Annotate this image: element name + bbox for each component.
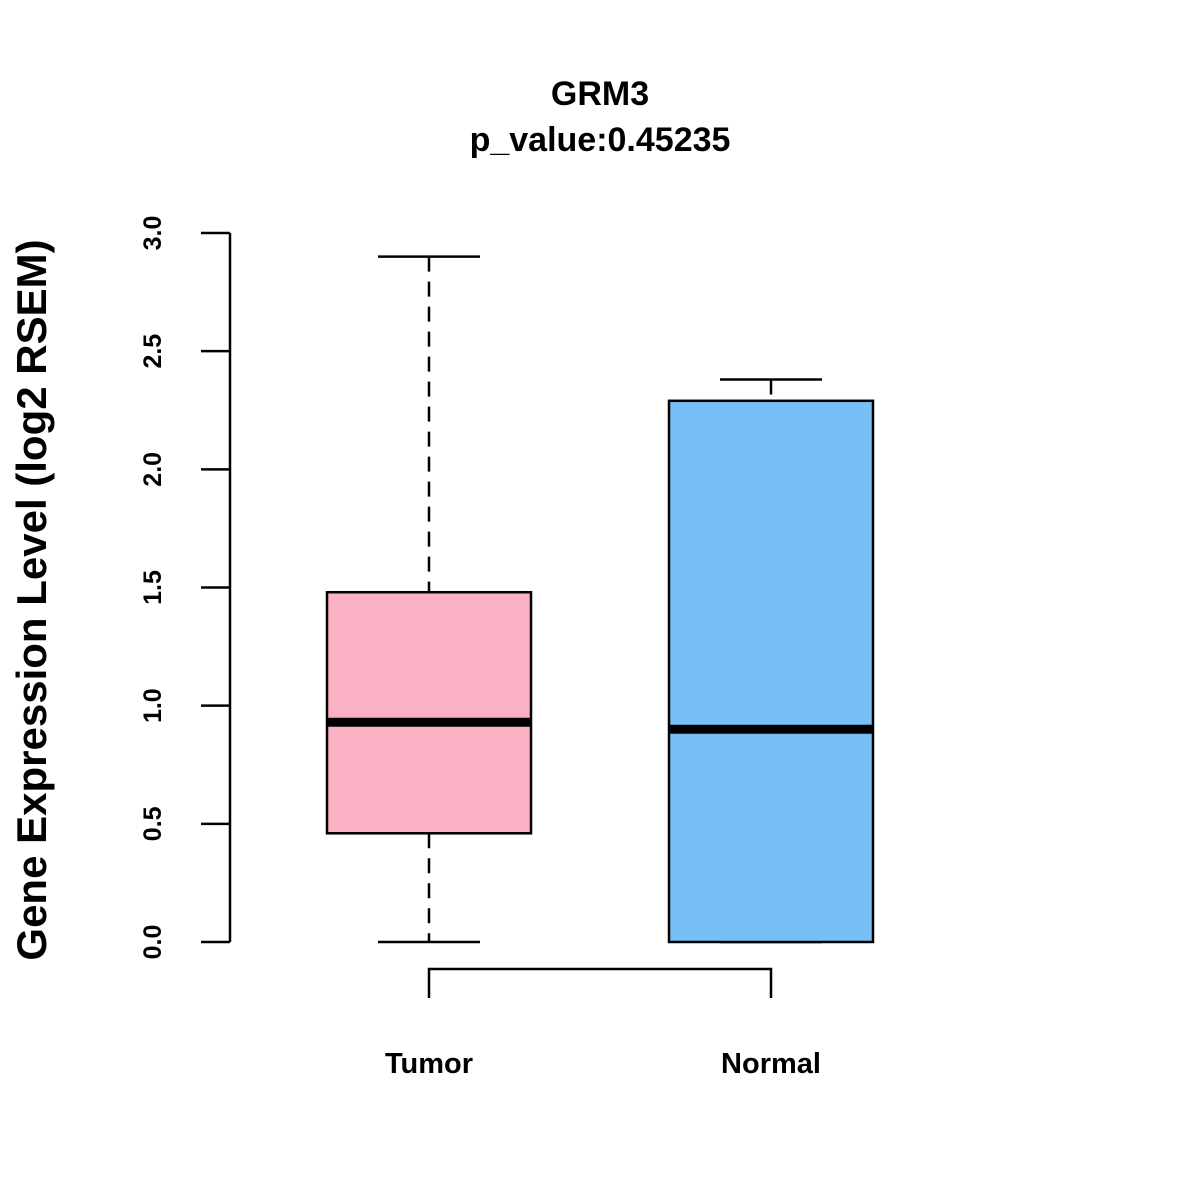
y-axis-label: Gene Expression Level (log2 RSEM)	[8, 239, 55, 960]
bracket-line	[427, 967, 773, 998]
chart-title: GRM3	[551, 75, 649, 113]
box-tumor	[325, 255, 533, 944]
y-tick-label: 2.5	[139, 334, 167, 369]
y-axis-ticks: 0.0 0.5 1.0 1.5 2.0 2.5 3.0	[139, 216, 230, 960]
box-iqr	[325, 590, 533, 835]
box-iqr	[667, 399, 875, 944]
y-tick-label: 0.5	[139, 806, 167, 841]
y-tick-label: 1.0	[139, 688, 167, 723]
category-label-tumor: Tumor	[385, 1048, 473, 1080]
comparison-bracket	[427, 967, 773, 998]
box-normal	[667, 378, 875, 944]
category-labels: Tumor Normal	[385, 1048, 821, 1080]
box-series	[325, 255, 875, 944]
y-tick-label: 0.0	[139, 925, 167, 960]
y-tick-label: 3.0	[139, 216, 167, 251]
category-label-normal: Normal	[721, 1048, 821, 1080]
y-tick-label: 1.5	[139, 570, 167, 605]
chart-subtitle: p_value:0.45235	[470, 121, 731, 159]
y-tick-label: 2.0	[139, 452, 167, 487]
